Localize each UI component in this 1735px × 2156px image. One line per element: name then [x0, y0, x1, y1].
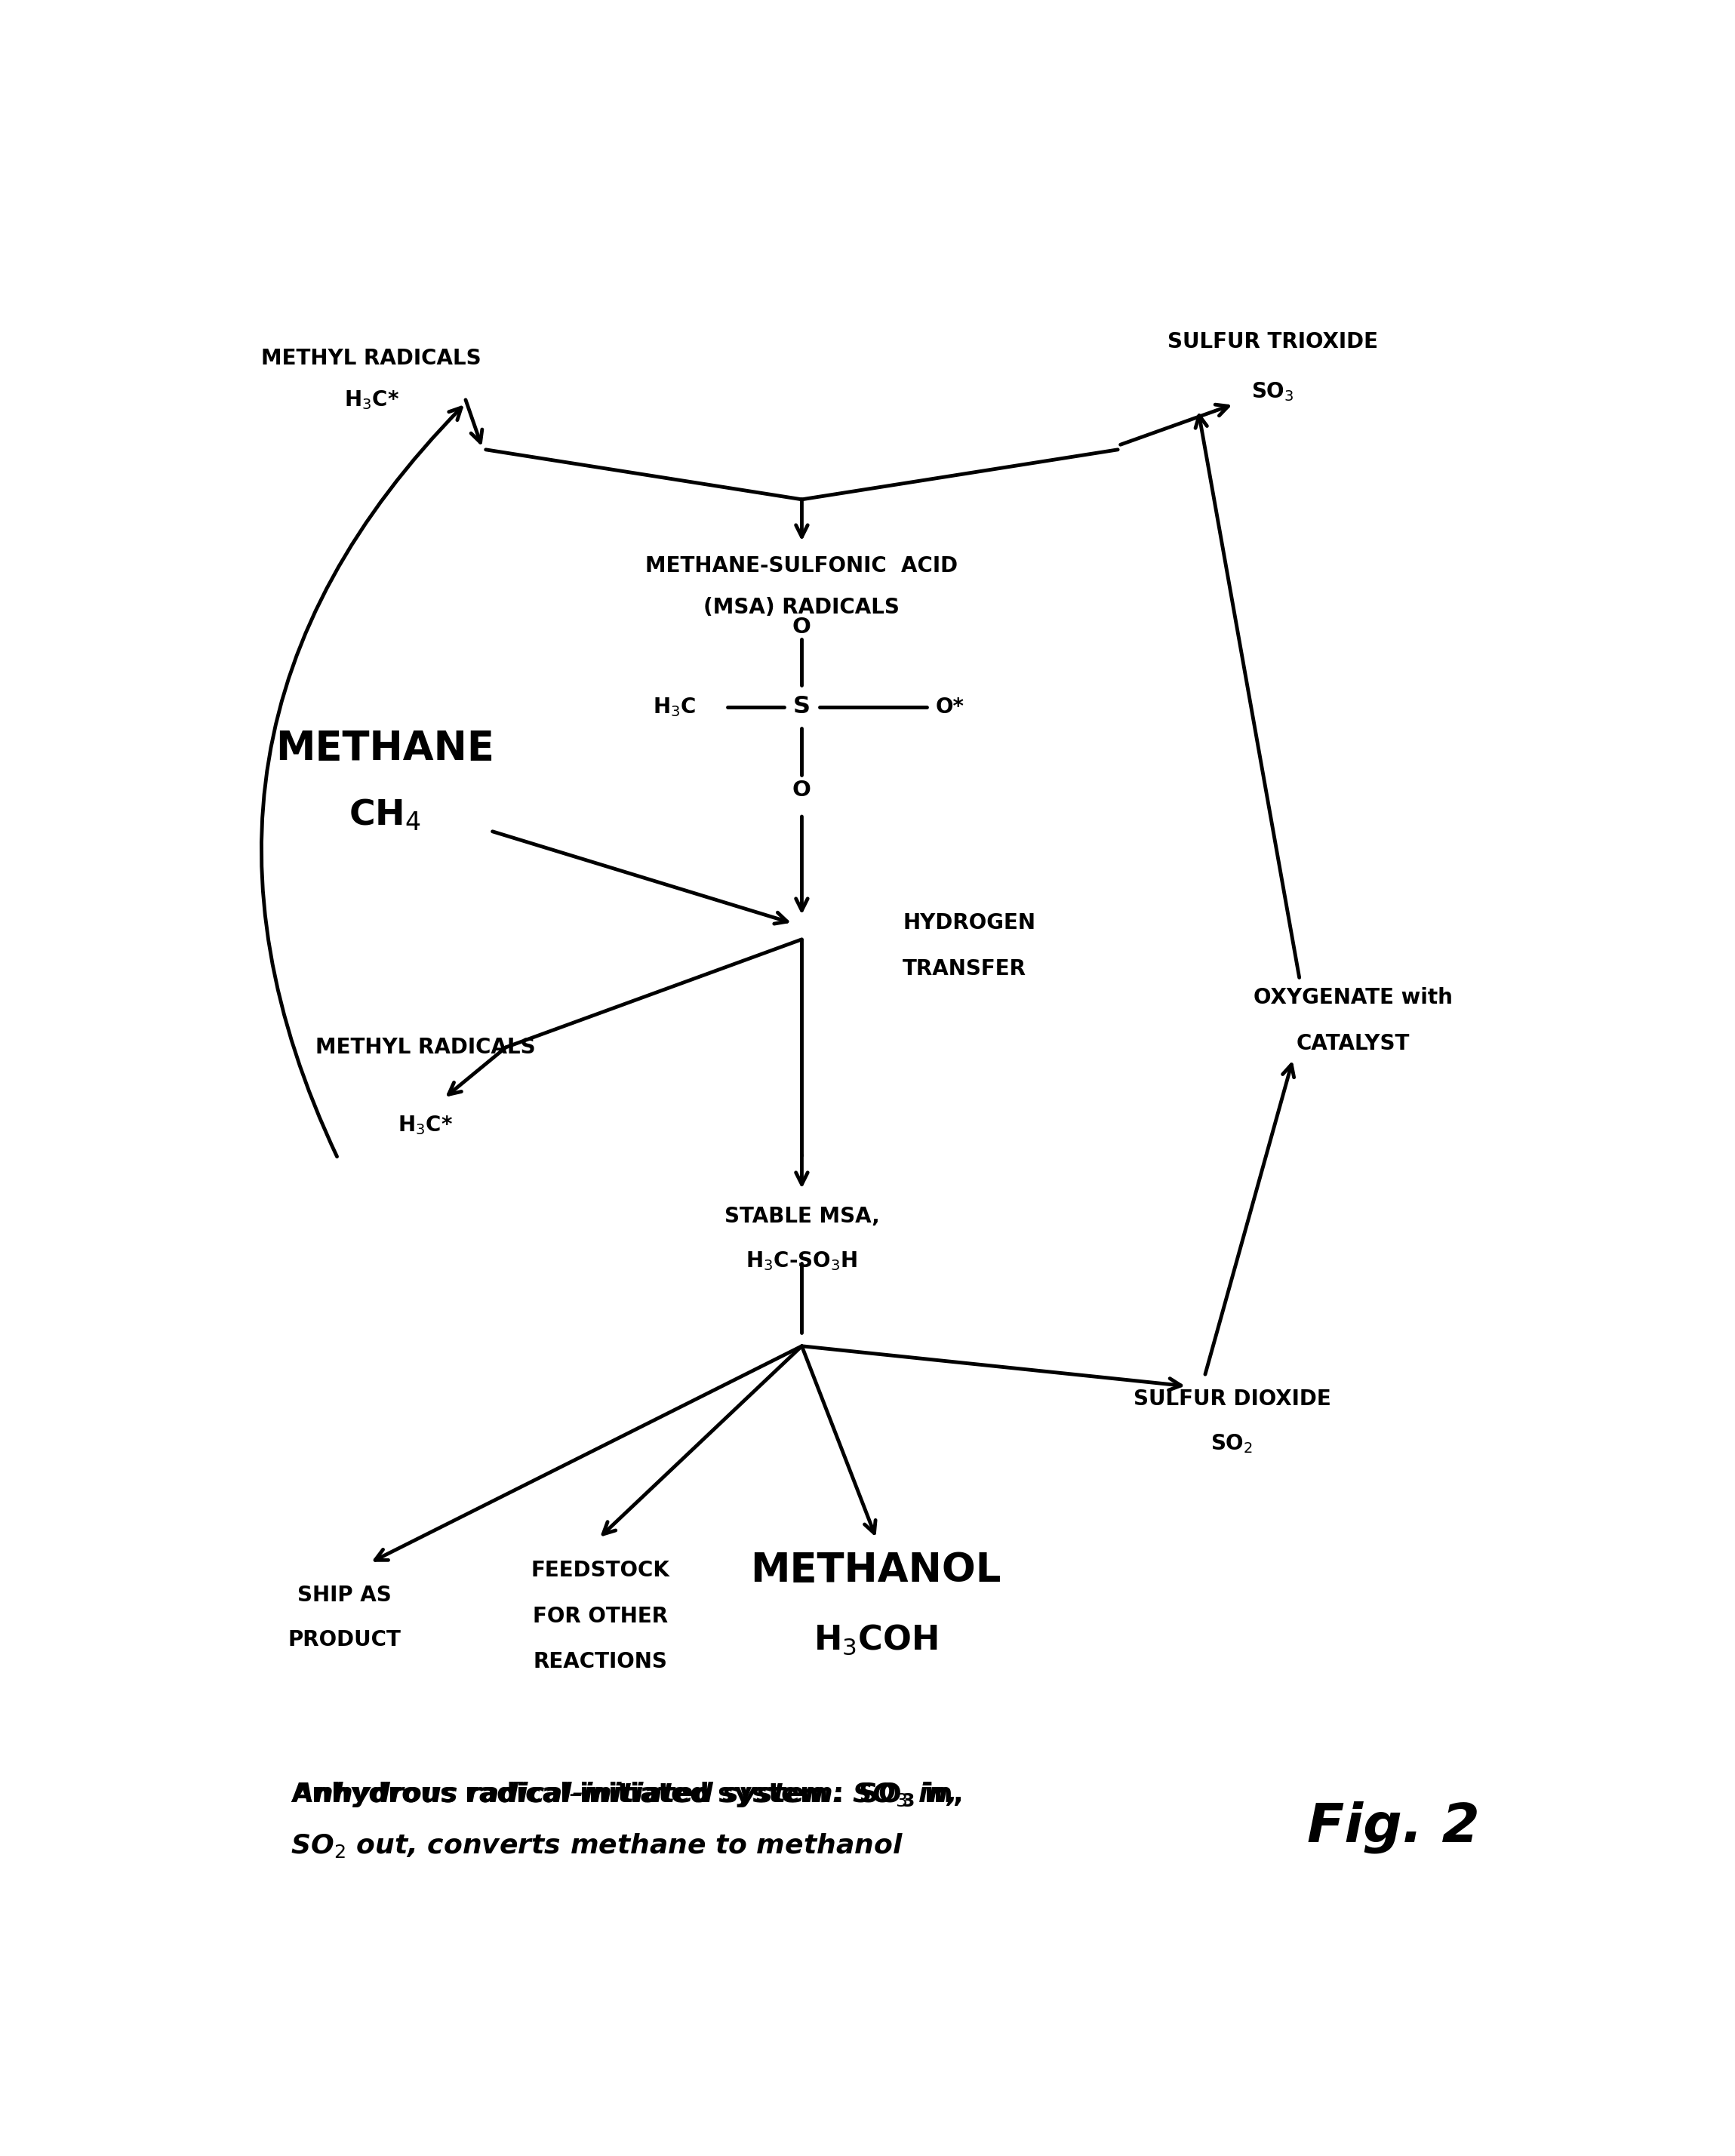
Text: REACTIONS: REACTIONS: [533, 1651, 668, 1673]
Text: Fig. 2: Fig. 2: [1306, 1800, 1480, 1854]
Text: H$_3$C: H$_3$C: [652, 696, 696, 718]
Text: SO$_3$: SO$_3$: [1251, 379, 1294, 403]
Text: METHANE: METHANE: [276, 729, 494, 768]
Text: SULFUR DIOXIDE: SULFUR DIOXIDE: [1133, 1388, 1331, 1410]
Text: H$_3$C*: H$_3$C*: [344, 388, 399, 412]
Text: SO$_2$ out, converts methane to methanol: SO$_2$ out, converts methane to methanol: [291, 1833, 904, 1861]
Text: (MSA) RADICALS: (MSA) RADICALS: [704, 597, 900, 619]
Text: H$_3$C*: H$_3$C*: [397, 1115, 453, 1136]
Text: O*: O*: [935, 696, 965, 718]
Text: HYDROGEN: HYDROGEN: [902, 912, 1036, 934]
Text: H$_3$C-SO$_3$H: H$_3$C-SO$_3$H: [746, 1250, 857, 1272]
Text: Anhydrous radical-initiated system: SO$_3$ in,: Anhydrous radical-initiated system: SO$_…: [291, 1781, 956, 1809]
Text: SULFUR TRIOXIDE: SULFUR TRIOXIDE: [1168, 332, 1378, 351]
Text: PRODUCT: PRODUCT: [288, 1630, 401, 1651]
Text: S: S: [793, 694, 810, 718]
Text: FOR OTHER: FOR OTHER: [533, 1606, 668, 1628]
Text: STABLE MSA,: STABLE MSA,: [723, 1205, 880, 1227]
FancyArrowPatch shape: [262, 407, 462, 1156]
Text: SHIP AS: SHIP AS: [297, 1585, 392, 1606]
Text: METHYL RADICALS: METHYL RADICALS: [316, 1037, 536, 1059]
Text: O: O: [793, 617, 812, 638]
Text: SO$_2$: SO$_2$: [1211, 1434, 1253, 1455]
Text: CATALYST: CATALYST: [1296, 1033, 1411, 1054]
Text: OXYGENATE with: OXYGENATE with: [1253, 987, 1452, 1009]
Text: O: O: [793, 778, 812, 800]
Text: Anhydrous radical-initiated system: SO3 in,: Anhydrous radical-initiated system: SO3 …: [291, 1781, 961, 1807]
Text: CH$_4$: CH$_4$: [349, 798, 422, 832]
Text: $\bf{Anhydrous\ radical\text{-}initiated\ system:\ SO_3\ in,}$: $\bf{Anhydrous\ radical\text{-}initiated…: [291, 1781, 963, 1809]
Text: METHANOL: METHANOL: [750, 1550, 1001, 1589]
Text: METHYL RADICALS: METHYL RADICALS: [262, 347, 482, 369]
Text: TRANSFER: TRANSFER: [902, 959, 1027, 979]
Text: METHANE-SULFONIC  ACID: METHANE-SULFONIC ACID: [645, 556, 958, 576]
Text: FEEDSTOCK: FEEDSTOCK: [531, 1559, 670, 1580]
Text: H$_3$COH: H$_3$COH: [814, 1623, 939, 1656]
